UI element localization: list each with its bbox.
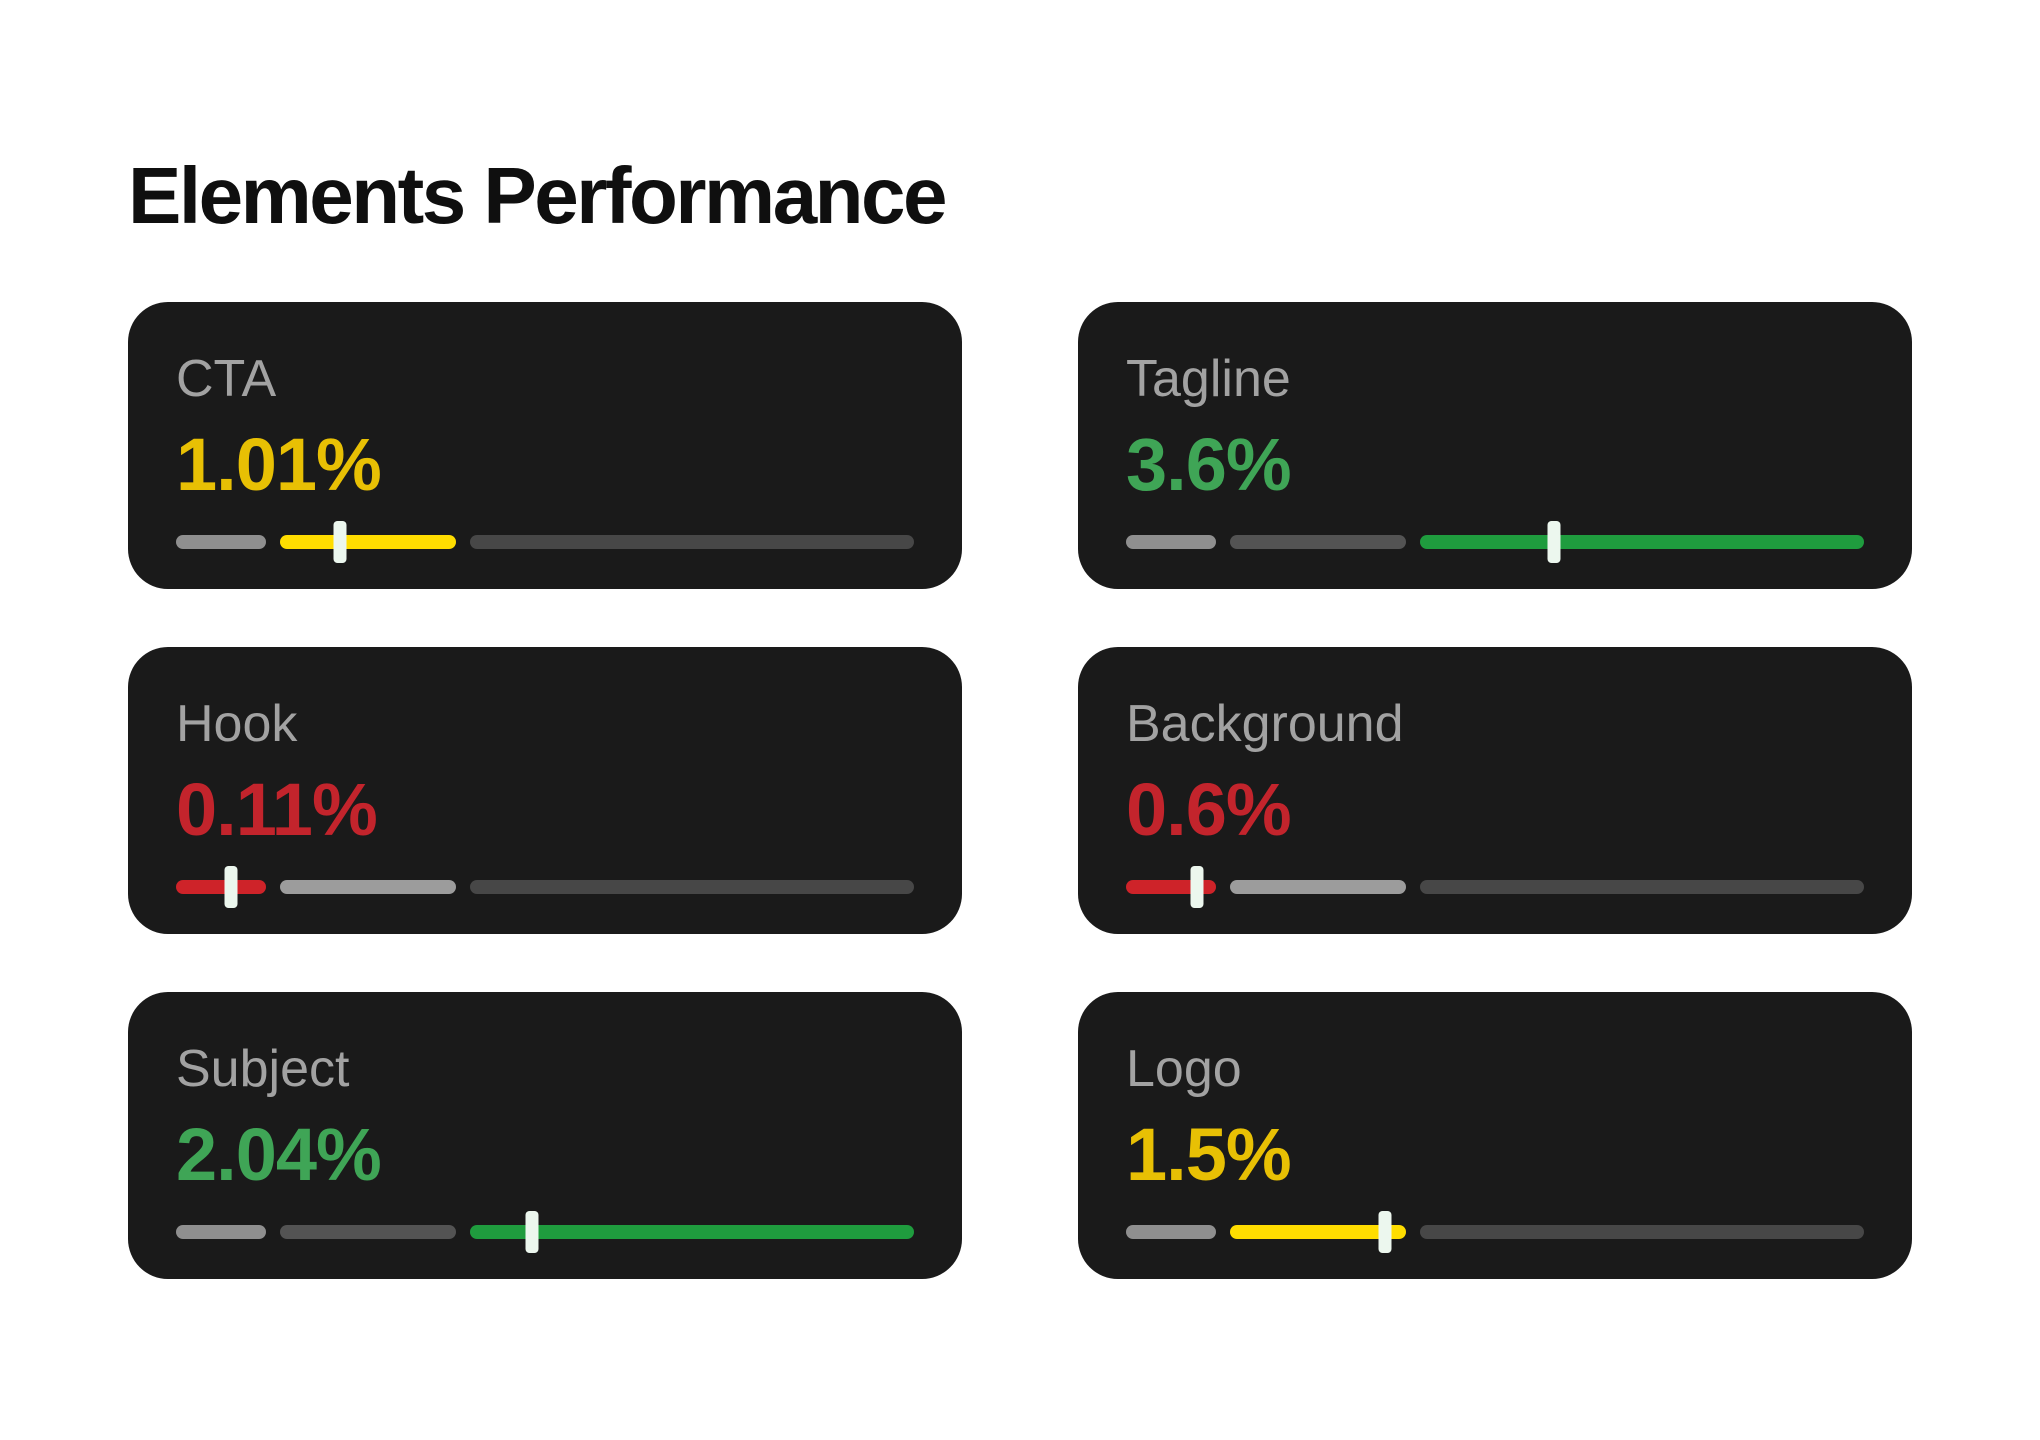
metric-label: Subject: [176, 1040, 350, 1098]
scale-zone-mid: [1230, 1225, 1407, 1239]
metric-value: 1.01%: [176, 423, 382, 507]
metric-card-subject: Subject 2.04%: [128, 992, 962, 1279]
metric-scale-bar: [176, 521, 914, 563]
scale-zone-low: [1126, 1225, 1217, 1239]
page-title: Elements Performance: [128, 151, 948, 240]
metric-label: CTA: [176, 350, 277, 408]
scale-zone-low: [1126, 535, 1217, 549]
metric-label: Logo: [1126, 1040, 1242, 1098]
scale-zone-high: [470, 535, 914, 549]
metric-card-tagline: Tagline 3.6%: [1078, 302, 1912, 589]
value-marker-thumb: [333, 521, 347, 563]
metrics-grid: CTA 1.01% Tagline 3.6% Hook 0.11%: [128, 302, 1912, 1279]
metric-value: 0.11%: [176, 768, 378, 852]
scale-zone-high: [1420, 880, 1864, 894]
scale-zone-mid: [280, 535, 457, 549]
scale-zone-high: [1420, 1225, 1864, 1239]
scale-zone-low: [176, 1225, 267, 1239]
scale-zone-high: [470, 1225, 914, 1239]
scale-zone-high: [1420, 535, 1864, 549]
scale-zone-mid: [1230, 535, 1407, 549]
metric-label: Tagline: [1126, 350, 1291, 408]
metric-scale-bar: [1126, 521, 1864, 563]
metric-scale-bar: [1126, 866, 1864, 908]
metric-card-hook: Hook 0.11%: [128, 647, 962, 934]
value-marker-thumb: [525, 1211, 539, 1253]
metric-value: 3.6%: [1126, 423, 1292, 507]
metric-card-background: Background 0.6%: [1078, 647, 1912, 934]
metric-scale-bar: [1126, 1211, 1864, 1253]
value-marker-thumb: [1378, 1211, 1392, 1253]
value-marker-thumb: [224, 866, 238, 908]
metric-scale-bar: [176, 1211, 914, 1253]
scale-zone-low: [176, 880, 267, 894]
value-marker-thumb: [1547, 521, 1561, 563]
scale-zone-mid: [280, 880, 457, 894]
scale-zone-low: [176, 535, 267, 549]
scale-zone-mid: [280, 1225, 457, 1239]
metric-value: 1.5%: [1126, 1113, 1292, 1197]
metric-label: Background: [1126, 695, 1404, 753]
metric-value: 0.6%: [1126, 768, 1292, 852]
scale-zone-high: [470, 880, 914, 894]
metric-scale-bar: [176, 866, 914, 908]
value-marker-thumb: [1190, 866, 1204, 908]
metric-label: Hook: [176, 695, 298, 753]
metric-value: 2.04%: [176, 1113, 382, 1197]
scale-zone-mid: [1230, 880, 1407, 894]
metric-card-cta: CTA 1.01%: [128, 302, 962, 589]
metric-card-logo: Logo 1.5%: [1078, 992, 1912, 1279]
